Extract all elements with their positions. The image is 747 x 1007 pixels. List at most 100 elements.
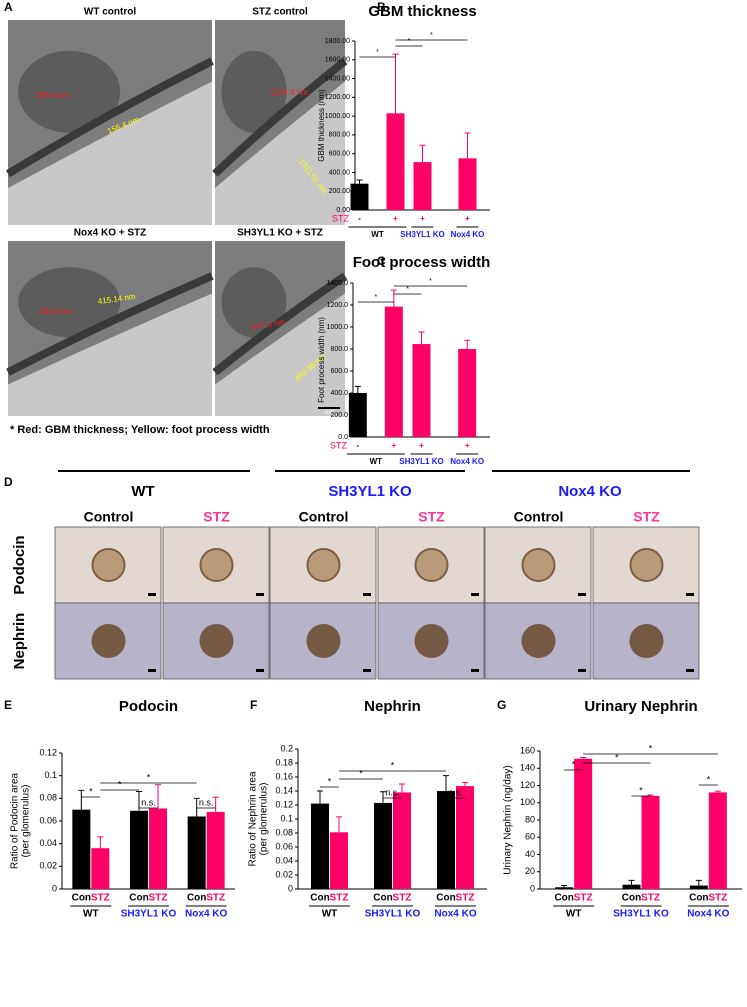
x-row-label: STZ	[330, 440, 348, 450]
y-tick-label: 0.0	[338, 434, 348, 441]
stain-scale-bar	[256, 669, 264, 672]
chart-title: Urinary Nephrin	[584, 698, 697, 715]
y-tick-label: 160	[520, 745, 535, 755]
y-tick-label: 0	[288, 883, 293, 893]
bar	[330, 832, 348, 889]
series-label: STZ	[641, 893, 660, 904]
y-tick-label: 1200.00	[325, 94, 350, 101]
error-bar	[392, 53, 399, 114]
gbm-measurement: 299.5 nm	[36, 91, 70, 100]
stain-scale-bar	[148, 593, 156, 596]
y-axis-label: Urinary Nephrin (ng/day)	[503, 765, 514, 875]
bar	[437, 791, 455, 889]
error-bar	[356, 179, 363, 184]
bar	[622, 884, 641, 889]
bar	[708, 792, 727, 889]
y-axis-label: GBM thickness (nm)	[317, 89, 326, 162]
chart-title: Nephrin	[364, 698, 421, 715]
series-label: STZ	[456, 893, 475, 904]
glomerulus	[306, 548, 341, 582]
bar	[206, 811, 225, 889]
error-bar	[443, 775, 449, 791]
series-label: STZ	[91, 893, 110, 904]
error-bar	[580, 756, 587, 759]
series-label: STZ	[206, 893, 225, 904]
error-bar	[136, 791, 142, 811]
micrograph-cell	[18, 267, 121, 338]
bar	[456, 786, 474, 889]
micrograph-title: SH3YL1 KO + STZ	[237, 228, 323, 239]
significance-label: *	[374, 294, 377, 301]
y-axis-label: (per glomerulus)	[21, 785, 32, 858]
error-bar	[97, 836, 104, 849]
significance-label: n.s.	[448, 787, 463, 797]
y-tick-label: 60	[525, 832, 535, 842]
series-label: Con	[129, 893, 148, 904]
stain-scale-bar	[578, 593, 586, 596]
y-tick-label: 0.04	[275, 855, 293, 865]
y-tick-label: 0.12	[275, 799, 293, 809]
series-label: Con	[554, 893, 573, 904]
genotype-label: Nox4 KO	[558, 483, 622, 500]
bar	[412, 344, 431, 437]
y-tick-label: 0.16	[275, 771, 293, 781]
bar	[374, 802, 392, 889]
caption: * Red: GBM thickness; Yellow: foot proce…	[10, 424, 270, 436]
panel-letter: G	[497, 698, 506, 712]
y-tick-label: 0.06	[39, 815, 57, 825]
series-label: +	[391, 441, 396, 450]
y-tick-label: 0.06	[275, 841, 293, 851]
y-tick-label: 0	[52, 883, 57, 893]
y-tick-label: 1000.00	[325, 113, 350, 120]
y-tick-label: 0	[530, 883, 535, 893]
y-tick-label: 0.08	[275, 827, 293, 837]
significance-label: *	[118, 779, 122, 789]
micrograph-membrane	[212, 272, 348, 376]
category-label: WT	[83, 909, 99, 920]
category-label: SH3YL1 KO	[613, 909, 669, 920]
error-bar	[418, 331, 425, 345]
micrograph-membrane	[5, 57, 214, 178]
y-tick-label: 0.14	[275, 785, 293, 795]
stain-scale-bar	[686, 593, 694, 596]
bar	[311, 803, 329, 889]
y-tick-label: 120	[520, 780, 535, 790]
category-label: SH3YL1 KO	[121, 909, 177, 920]
y-tick-label: 800.0	[330, 346, 348, 353]
error-bar	[354, 385, 361, 393]
series-label: STZ	[149, 893, 168, 904]
series-label: Con	[689, 893, 708, 904]
bar	[689, 885, 708, 889]
y-tick-label: 1200.0	[327, 302, 349, 309]
bar	[641, 795, 660, 889]
error-bar	[464, 132, 471, 159]
category-label: Nox4 KO	[451, 230, 485, 239]
y-axis-label: (per glomerulus)	[259, 783, 270, 856]
panel-letter: E	[4, 698, 12, 712]
bar	[130, 810, 148, 889]
significance-label: *	[89, 786, 93, 796]
category-label: SH3YL1 KO	[365, 909, 421, 920]
gbm-measurement: 1234.4 nm	[270, 88, 308, 97]
scale-bar-label: 1μm	[324, 409, 334, 415]
bar	[393, 792, 411, 889]
micrograph-membrane	[6, 272, 214, 376]
significance-label: *	[707, 774, 711, 784]
y-tick-label: 200.0	[330, 412, 348, 419]
condition-label: STZ	[633, 509, 660, 525]
stain-scale-bar	[256, 593, 264, 596]
bar	[384, 306, 403, 437]
genotype-label: SH3YL1 KO	[328, 483, 412, 500]
stain-scale-bar	[686, 669, 694, 672]
stain-row-label: Nephrin	[11, 613, 28, 670]
y-tick-label: 600.0	[330, 368, 348, 375]
micrograph-space	[215, 81, 345, 225]
glomerulus	[91, 624, 126, 658]
bar	[72, 809, 91, 889]
error-bar	[390, 289, 397, 307]
micrograph-membrane	[212, 57, 348, 177]
condition-label: Control	[299, 509, 349, 525]
genotype-label: WT	[131, 483, 154, 500]
y-tick-label: 400.00	[329, 169, 351, 176]
category-label: Nox4 KO	[434, 909, 476, 920]
